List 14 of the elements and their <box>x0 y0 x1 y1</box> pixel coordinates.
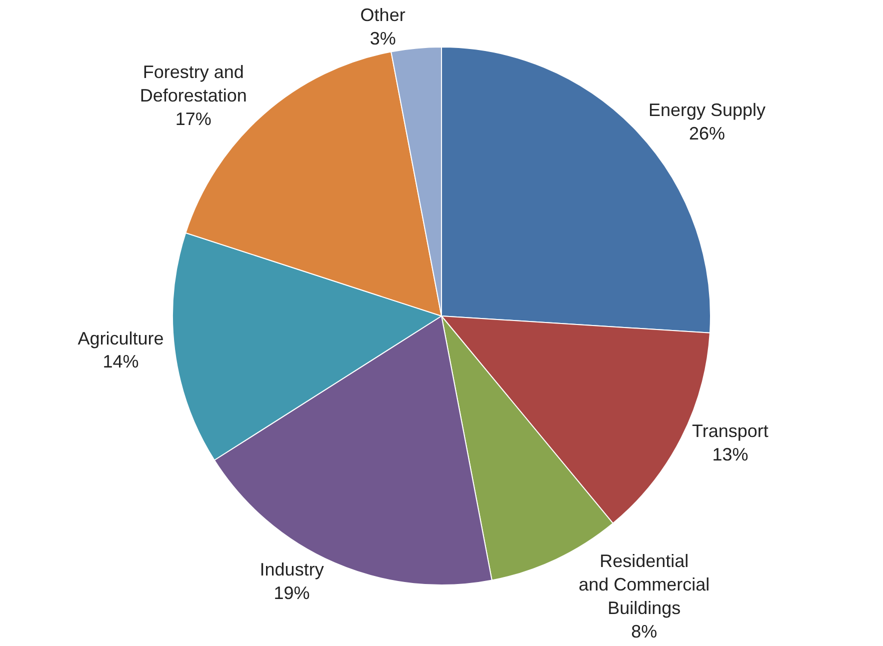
data-label: 13% <box>712 444 748 464</box>
slice-label: Residential and Commercial Buildings <box>578 551 710 618</box>
slice-label: Agriculture <box>78 328 164 348</box>
data-label: 14% <box>102 352 139 372</box>
slice-label: Transport <box>692 420 768 441</box>
slice-label: Forestry and Deforestation <box>140 62 247 106</box>
data-label: 19% <box>274 582 310 603</box>
data-label: 8% <box>631 621 658 642</box>
slice-label: Other <box>360 4 406 25</box>
data-label: 17% <box>175 108 212 129</box>
data-label: 26% <box>688 123 725 144</box>
data-label: 3% <box>370 28 396 48</box>
slice-label: Energy Supply <box>648 100 766 120</box>
slice-label: Industry <box>260 559 324 580</box>
